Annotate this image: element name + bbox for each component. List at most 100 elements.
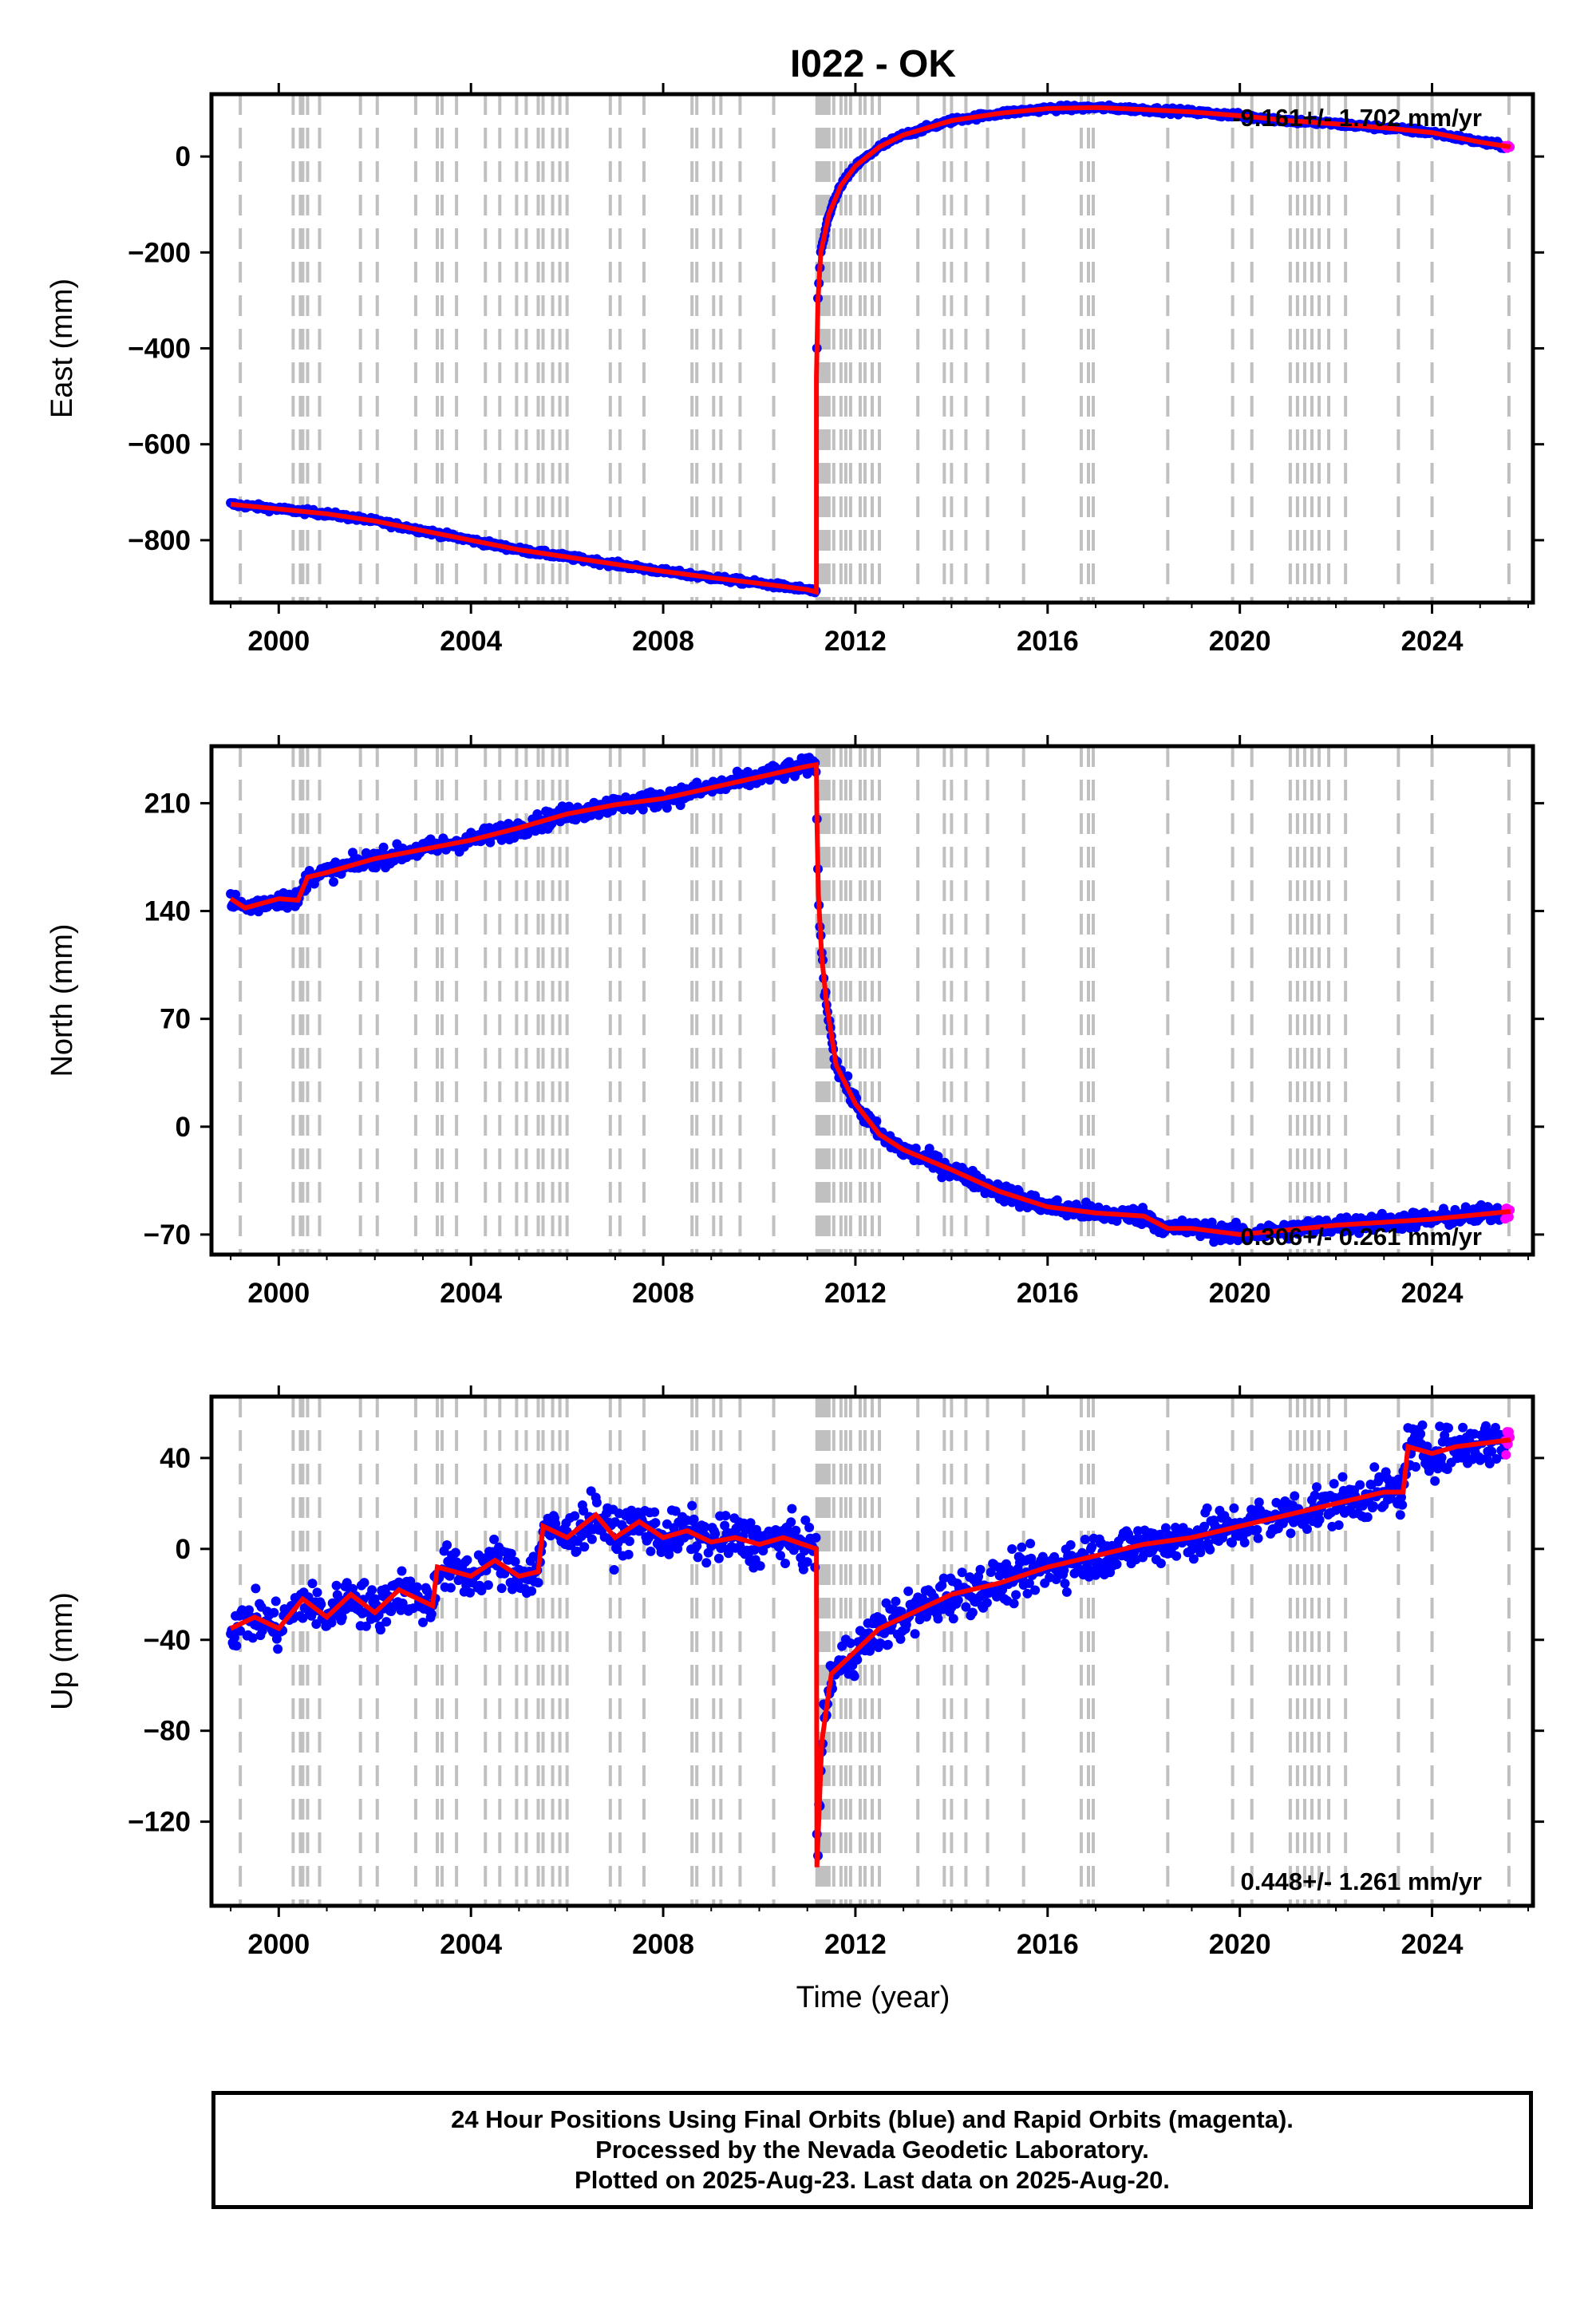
final-orbit-point bbox=[1065, 1539, 1076, 1550]
final-orbit-point bbox=[397, 1599, 408, 1608]
final-orbit-point bbox=[1375, 1473, 1385, 1484]
final-orbit-point bbox=[251, 1583, 261, 1594]
final-orbit-point bbox=[687, 1500, 697, 1511]
final-orbit-point bbox=[692, 1541, 702, 1551]
final-orbit-point bbox=[378, 842, 389, 852]
model-fit-line bbox=[229, 761, 1511, 1237]
y-tick-label: −40 bbox=[144, 1625, 191, 1656]
final-orbit-point bbox=[1302, 1524, 1312, 1534]
final-orbit-point bbox=[1171, 1551, 1182, 1561]
final-orbit-point bbox=[911, 1143, 921, 1153]
final-orbit-point bbox=[865, 1646, 875, 1656]
final-orbit-point bbox=[1188, 1554, 1199, 1564]
x-tick-label: 2004 bbox=[440, 1278, 502, 1309]
final-orbit-point bbox=[1411, 1462, 1421, 1472]
final-orbit-point bbox=[367, 1585, 377, 1595]
final-orbit-point bbox=[307, 1579, 318, 1589]
final-orbit-point bbox=[1017, 1542, 1027, 1552]
final-orbit-point bbox=[1444, 1423, 1453, 1433]
final-orbit-point bbox=[1026, 1553, 1037, 1563]
x-tick-label: 2012 bbox=[824, 1929, 887, 1960]
final-orbit-point bbox=[701, 1558, 712, 1568]
final-orbit-point bbox=[1160, 1523, 1171, 1533]
final-orbit-point bbox=[1329, 1479, 1339, 1489]
final-orbit-point bbox=[689, 1514, 699, 1524]
final-orbit-point bbox=[776, 1551, 785, 1561]
final-orbit-point bbox=[450, 1547, 460, 1558]
final-orbit-point bbox=[1458, 1422, 1468, 1433]
final-orbit-point bbox=[710, 1528, 721, 1539]
final-orbit-point bbox=[412, 1582, 422, 1592]
final-orbit-point bbox=[508, 1584, 517, 1595]
final-orbit-point bbox=[1227, 1538, 1237, 1548]
final-orbit-point bbox=[462, 1555, 472, 1565]
final-orbit-point bbox=[1025, 1539, 1036, 1549]
x-tick-label: 2008 bbox=[632, 626, 694, 657]
final-orbit-point bbox=[528, 1551, 539, 1562]
x-tick-label: 2020 bbox=[1209, 626, 1271, 657]
final-orbit-point bbox=[811, 1532, 821, 1543]
final-orbit-point bbox=[1156, 1559, 1166, 1568]
final-orbit-point bbox=[312, 1587, 322, 1598]
final-orbit-point bbox=[1484, 1458, 1495, 1468]
processing-note-line-1: 24 Hour Positions Using Final Orbits (bl… bbox=[451, 2105, 1294, 2133]
x-tick-label: 2008 bbox=[632, 1278, 694, 1309]
final-orbit-point bbox=[1369, 1501, 1379, 1512]
final-orbit-point bbox=[510, 1556, 520, 1567]
final-orbit-point bbox=[1333, 1520, 1344, 1530]
x-tick-label: 2016 bbox=[1017, 1278, 1079, 1309]
final-orbit-point bbox=[693, 1552, 703, 1563]
final-orbit-point bbox=[1310, 1490, 1320, 1500]
final-orbit-point bbox=[1395, 1510, 1405, 1520]
final-orbit-point bbox=[1284, 1234, 1294, 1244]
final-orbit-point bbox=[849, 1671, 859, 1682]
x-tick-label: 2016 bbox=[1017, 626, 1079, 657]
final-orbit-point bbox=[579, 1542, 590, 1552]
final-orbit-point bbox=[1155, 1529, 1165, 1539]
up-panel: 2000 2004 2008 2012 2016 2020 2024 40 0 −40 −80 −12… bbox=[45, 1385, 1544, 1960]
final-orbit-point bbox=[624, 1536, 634, 1547]
y-tick-label: 140 bbox=[144, 896, 191, 927]
final-orbit-point bbox=[1286, 1528, 1296, 1539]
y-tick-label: 0 bbox=[176, 1534, 191, 1565]
x-tick-label: 2020 bbox=[1209, 1929, 1271, 1960]
x-tick-label: 2012 bbox=[824, 626, 887, 657]
final-orbit-point bbox=[244, 1605, 254, 1615]
final-orbit-point bbox=[527, 1586, 537, 1596]
processing-note-box: 24 Hour Positions Using Final Orbits (bl… bbox=[211, 2091, 1533, 2209]
final-orbit-point bbox=[235, 1626, 246, 1636]
final-orbit-point bbox=[986, 1567, 996, 1577]
final-orbit-point bbox=[1491, 1422, 1500, 1433]
final-orbit-point bbox=[953, 1595, 963, 1606]
final-orbit-point bbox=[800, 1515, 811, 1525]
final-orbit-point bbox=[780, 1559, 790, 1568]
final-orbit-point bbox=[381, 1617, 392, 1627]
final-orbit-point bbox=[933, 1152, 943, 1161]
final-orbit-point bbox=[231, 889, 241, 899]
final-orbit-point bbox=[331, 1580, 342, 1591]
final-orbit-point bbox=[533, 1578, 543, 1588]
final-orbit-point bbox=[1416, 1429, 1426, 1439]
final-orbit-point bbox=[418, 1617, 428, 1627]
y-tick-label: 210 bbox=[144, 788, 191, 819]
x-tick-label: 2000 bbox=[247, 1278, 310, 1309]
velocity-rate-label: 0.306+/- 0.261 mm/yr bbox=[1241, 1223, 1482, 1251]
final-orbit-point bbox=[1440, 1430, 1450, 1441]
final-orbit-point bbox=[587, 1534, 597, 1544]
final-orbit-point bbox=[247, 1633, 258, 1643]
final-orbit-point bbox=[445, 1583, 456, 1593]
final-orbit-point bbox=[699, 1521, 709, 1531]
rapid-orbit-point bbox=[1501, 1449, 1511, 1460]
final-orbit-point bbox=[845, 1638, 855, 1648]
final-orbit-point bbox=[903, 1586, 914, 1596]
final-orbit-point bbox=[476, 1586, 487, 1595]
final-orbit-point bbox=[1052, 1195, 1062, 1205]
final-orbit-point bbox=[609, 1565, 619, 1575]
x-tick-label: 2024 bbox=[1401, 1929, 1464, 1960]
velocity-rate-label: 0.448+/- 1.261 mm/yr bbox=[1241, 1867, 1482, 1895]
final-orbit-point bbox=[370, 863, 381, 873]
x-tick-label: 2012 bbox=[824, 1278, 887, 1309]
x-tick-label: 2016 bbox=[1017, 1929, 1079, 1960]
final-orbit-point bbox=[570, 1511, 580, 1521]
final-orbit-point bbox=[638, 804, 648, 815]
